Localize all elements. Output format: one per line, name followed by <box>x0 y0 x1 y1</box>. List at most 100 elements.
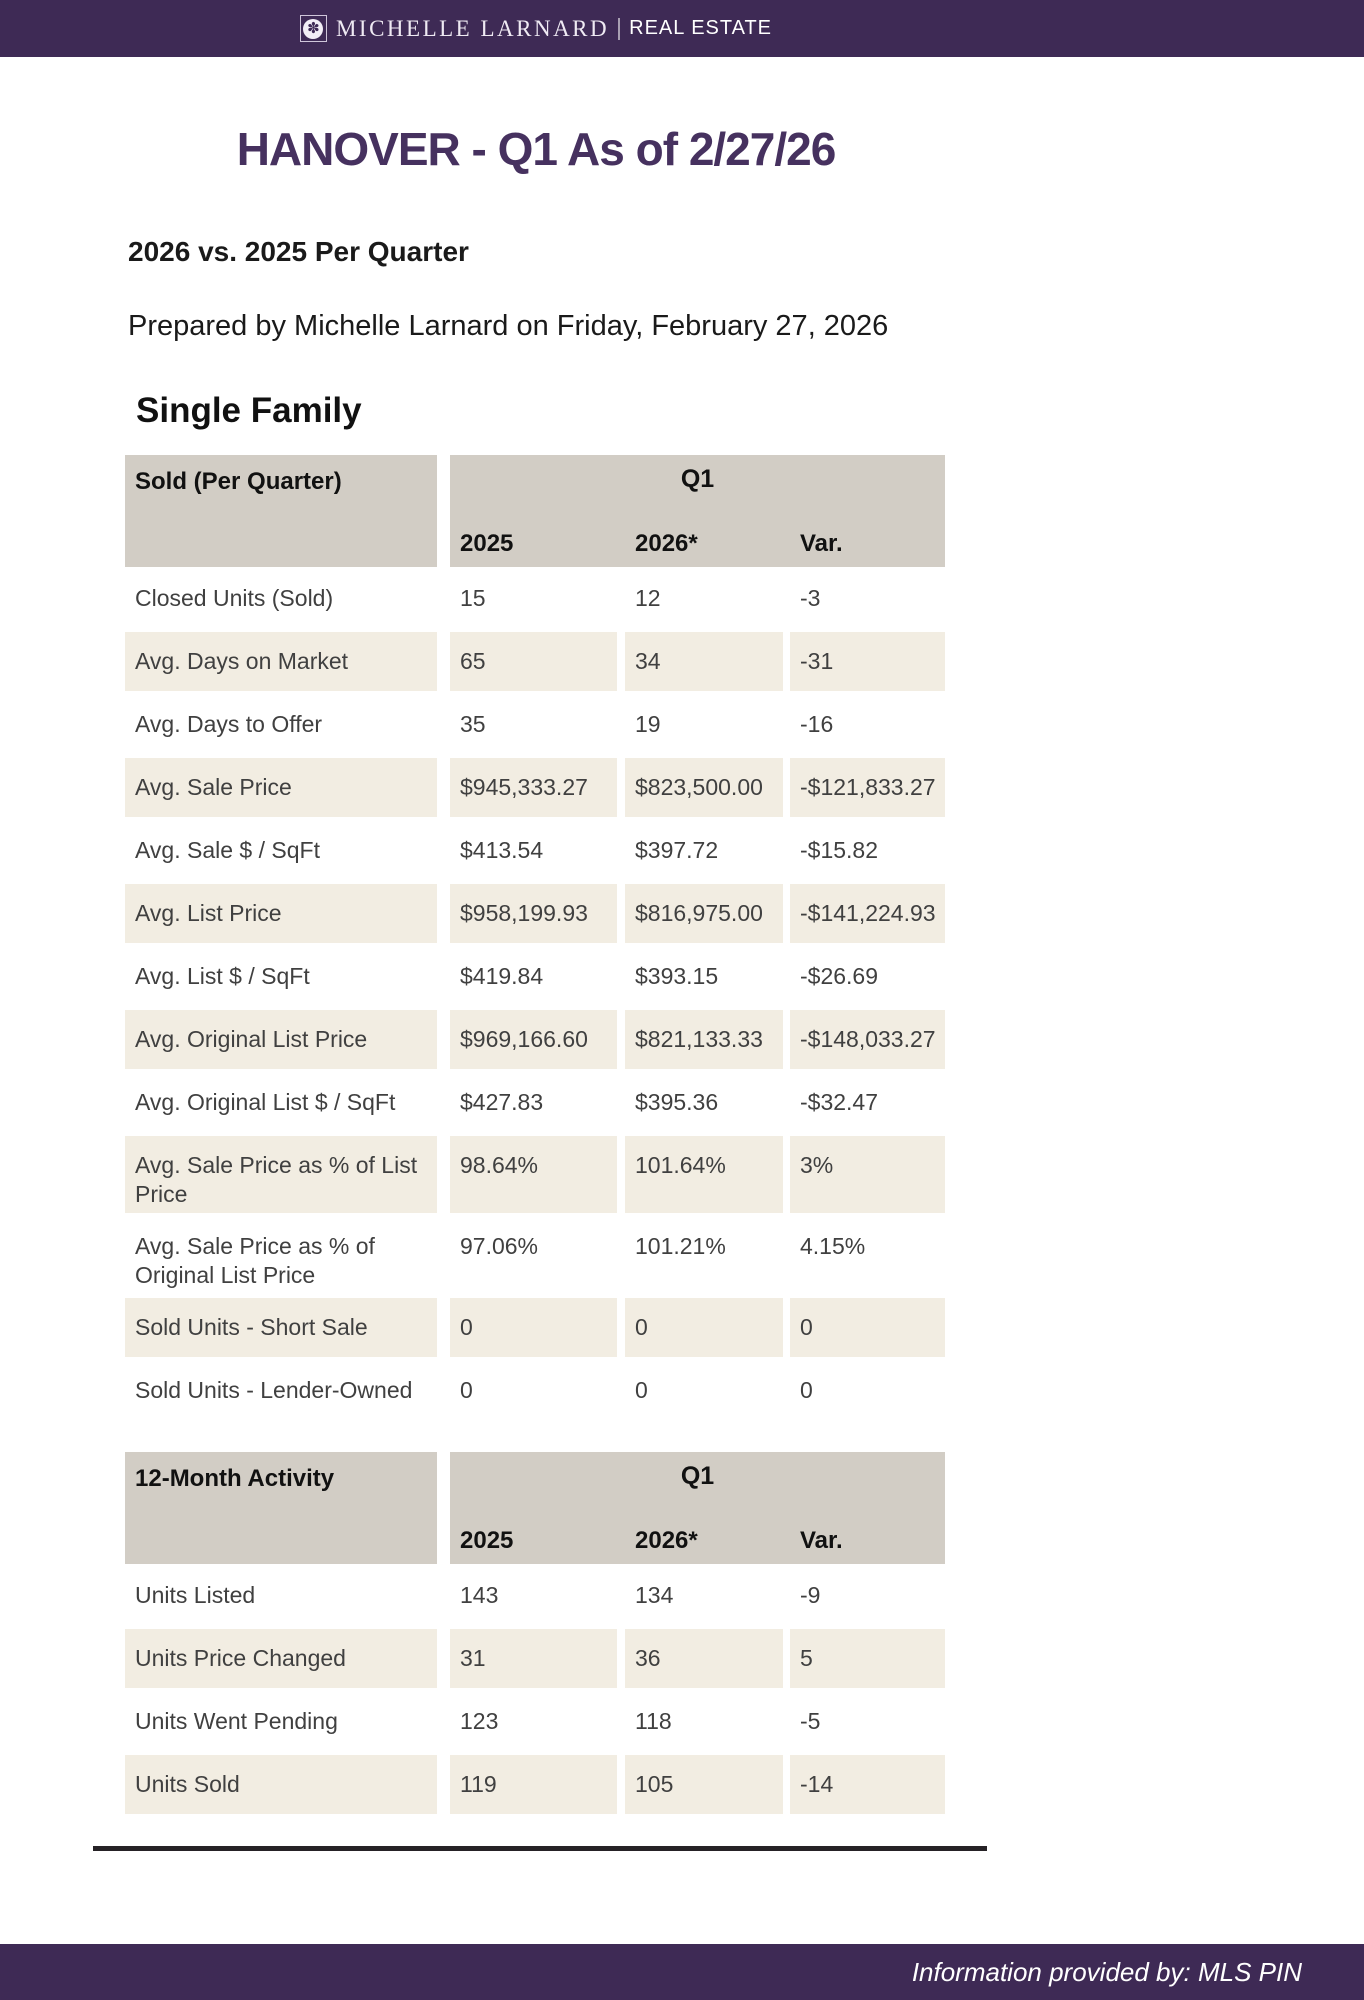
row-value: $397.72 <box>625 819 783 882</box>
row-value: 65 <box>450 630 617 693</box>
column-header: Var. <box>800 530 843 557</box>
row-value: 0 <box>625 1296 783 1359</box>
row-value: 134 <box>625 1564 783 1627</box>
brand-logo-frame: ✽ <box>299 15 327 42</box>
table-row: Avg. Sale Price as % of List Price 98.64%… <box>125 1134 945 1215</box>
table-row: Sold Units - Lender-Owned 0 0 0 <box>125 1359 945 1422</box>
prepared-by-line: Prepared by Michelle Larnard on Friday, … <box>128 310 889 342</box>
data-table: 12-Month Activity Q1 2025 2026* Var. Units Li… <box>125 1452 945 1816</box>
row-label: Sold Units - Short Sale <box>125 1296 437 1359</box>
row-label: Units Went Pending <box>125 1690 437 1753</box>
page-title: HANOVER - Q1 As of 2/27/26 <box>236 123 837 175</box>
quarter-header-block: Q1 2025 2026* Var. <box>450 1452 945 1564</box>
table-header-row: 12-Month Activity Q1 2025 2026* Var. <box>125 1452 945 1564</box>
row-label: Avg. List Price <box>125 882 437 945</box>
table-row: Avg. Days to Offer 35 19 -16 <box>125 693 945 756</box>
table-row: Units Went Pending 123 118 -5 <box>125 1690 945 1753</box>
row-value: 98.64% <box>450 1134 617 1215</box>
row-value: 123 <box>450 1690 617 1753</box>
row-label: Avg. Sale Price <box>125 756 437 819</box>
report-content: HANOVER - Q1 As of 2/27/26 2026 vs. 2025… <box>0 57 1072 1851</box>
row-value: $823,500.00 <box>625 756 783 819</box>
flower-logo-icon: ✽ <box>303 18 324 39</box>
row-value: -$15.82 <box>790 819 945 882</box>
row-value: 119 <box>450 1753 617 1816</box>
table-row: Avg. Days on Market 65 34 -31 <box>125 630 945 693</box>
row-value: $816,975.00 <box>625 882 783 945</box>
brand-top-bar: ✽ MICHELLE LARNARD REAL ESTATE <box>0 0 1364 57</box>
row-value: $393.15 <box>625 945 783 1008</box>
table-header-row: Sold (Per Quarter) Q1 2025 2026* Var. <box>125 455 945 567</box>
row-value: -$121,833.27 <box>790 756 945 819</box>
row-label: Avg. Days to Offer <box>125 693 437 756</box>
section-heading-single-family: Single Family <box>136 391 362 430</box>
row-label: Sold Units - Lender-Owned <box>125 1359 437 1422</box>
row-value: 35 <box>450 693 617 756</box>
row-value: -$26.69 <box>790 945 945 1008</box>
row-label: Avg. Original List Price <box>125 1008 437 1071</box>
brand-name-text: MICHELLE LARNARD <box>335 15 610 41</box>
row-label: Units Sold <box>125 1753 437 1816</box>
brand-lockup: ✽ MICHELLE LARNARD REAL ESTATE <box>0 0 1072 57</box>
row-label: Avg. Original List $ / SqFt <box>125 1071 437 1134</box>
row-label: Avg. Sale $ / SqFt <box>125 819 437 882</box>
tables-container: Sold (Per Quarter) Q1 2025 2026* Var. Closed … <box>125 455 945 1816</box>
row-value: 105 <box>625 1753 783 1816</box>
row-value: 101.64% <box>625 1134 783 1215</box>
row-value: $419.84 <box>450 945 617 1008</box>
row-value: $945,333.27 <box>450 756 617 819</box>
row-value: 5 <box>790 1627 945 1690</box>
comparison-subtitle: 2026 vs. 2025 Per Quarter <box>128 236 469 267</box>
brand-tagline-text: REAL ESTATE <box>629 17 773 39</box>
row-value: $958,199.93 <box>450 882 617 945</box>
column-header: 2025 <box>460 530 514 557</box>
row-value: $969,166.60 <box>450 1008 617 1071</box>
table-row: Units Price Changed 31 36 5 <box>125 1627 945 1690</box>
table-row: Avg. Original List Price $969,166.60 $821,… <box>125 1008 945 1071</box>
row-value: $413.54 <box>450 819 617 882</box>
quarter-header-block: Q1 2025 2026* Var. <box>450 455 945 567</box>
row-label: Avg. Sale Price as % of List Price <box>125 1134 437 1215</box>
row-value: 36 <box>625 1627 783 1690</box>
column-header: 2025 <box>460 1527 514 1554</box>
row-value: -31 <box>790 630 945 693</box>
year-column-headers: 2025 2026* Var. <box>450 1527 945 1554</box>
table-row: Avg. Sale Price as % of Original List Pr… <box>125 1215 945 1296</box>
row-value: 0 <box>790 1296 945 1359</box>
row-value: 34 <box>625 630 783 693</box>
row-value: 4.15% <box>790 1215 945 1296</box>
row-value: 0 <box>450 1359 617 1422</box>
column-header: Var. <box>800 1527 843 1554</box>
table-row: Units Listed 143 134 -9 <box>125 1564 945 1627</box>
row-value: 31 <box>450 1627 617 1690</box>
row-value: 0 <box>790 1359 945 1422</box>
row-value: -5 <box>790 1690 945 1753</box>
row-label: Avg. Days on Market <box>125 630 437 693</box>
row-value: 97.06% <box>450 1215 617 1296</box>
row-value: -9 <box>790 1564 945 1627</box>
row-value: 19 <box>625 693 783 756</box>
row-value: -3 <box>790 567 945 630</box>
bottom-divider-rule <box>93 1846 987 1851</box>
table-row: Closed Units (Sold) 15 12 -3 <box>125 567 945 630</box>
year-column-headers: 2025 2026* Var. <box>450 530 945 557</box>
table-row: Units Sold 119 105 -14 <box>125 1753 945 1816</box>
column-header: 2026* <box>635 1527 698 1554</box>
row-value: 0 <box>625 1359 783 1422</box>
row-value: 101.21% <box>625 1215 783 1296</box>
column-header: 2026* <box>635 530 698 557</box>
table-header-label: 12-Month Activity <box>125 1452 437 1564</box>
row-value: -$148,033.27 <box>790 1008 945 1071</box>
row-value: 15 <box>450 567 617 630</box>
table-header-label: Sold (Per Quarter) <box>125 455 437 567</box>
row-value: -14 <box>790 1753 945 1816</box>
row-label: Units Listed <box>125 1564 437 1627</box>
quarter-label: Q1 <box>680 1462 715 1490</box>
data-table: Sold (Per Quarter) Q1 2025 2026* Var. Closed … <box>125 455 945 1422</box>
row-value: -$32.47 <box>790 1071 945 1134</box>
row-value: $427.83 <box>450 1071 617 1134</box>
row-value: 0 <box>450 1296 617 1359</box>
row-value: -16 <box>790 693 945 756</box>
row-value: $821,133.33 <box>625 1008 783 1071</box>
table-row: Avg. List $ / SqFt $419.84 $393.15 -$26.69 <box>125 945 945 1008</box>
